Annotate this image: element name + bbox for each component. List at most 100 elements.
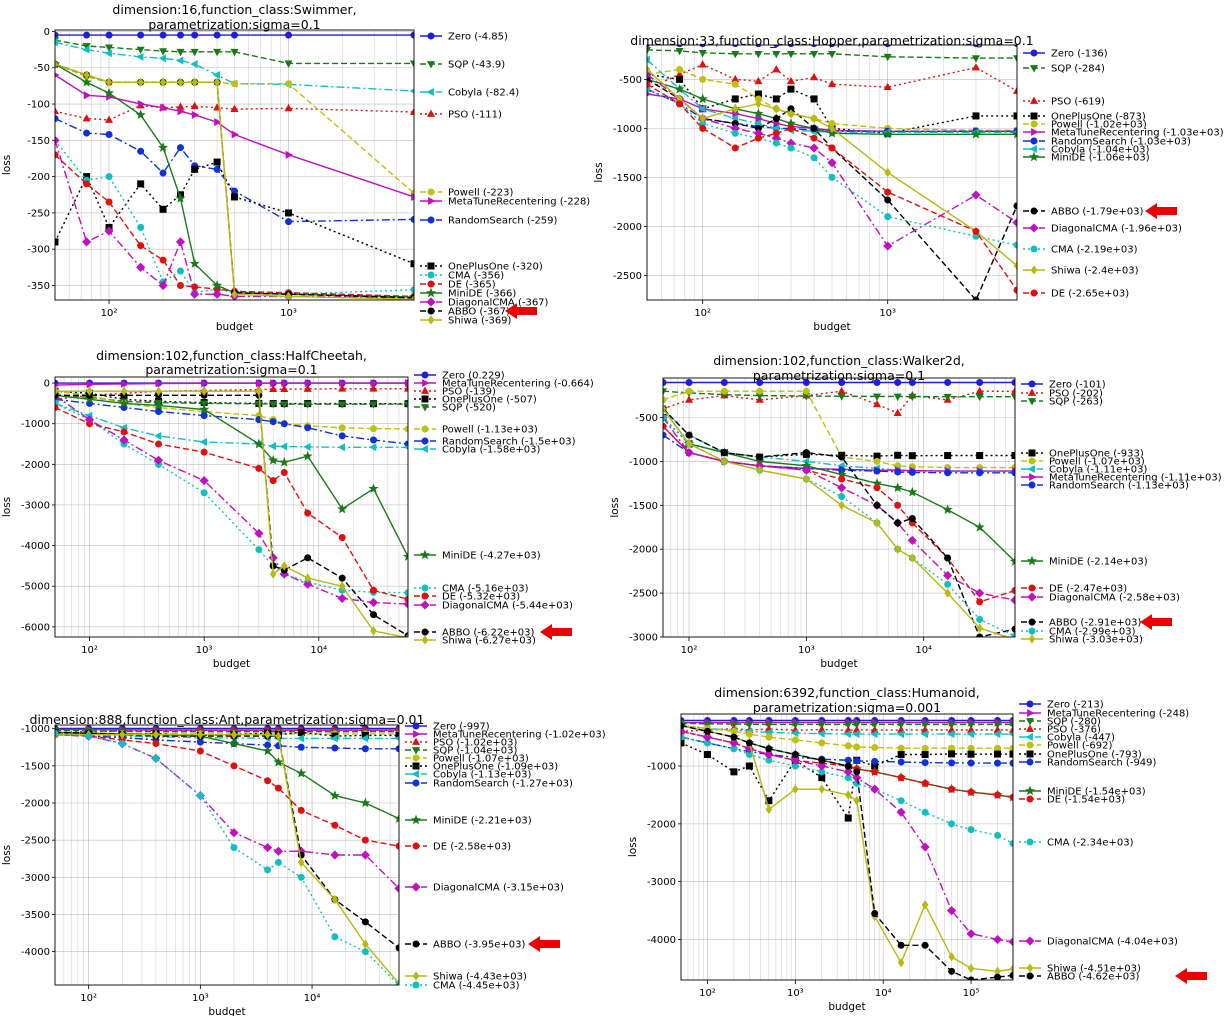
data-point-Shiwa bbox=[55, 386, 59, 396]
series-group bbox=[663, 378, 1015, 637]
data-point-Zero bbox=[894, 378, 902, 386]
x-tick-label: 10³ bbox=[798, 645, 815, 656]
series-line-MetaTuneRecentering bbox=[55, 382, 408, 386]
chart-title: dimension:16,function_class:Swimmer, bbox=[112, 2, 356, 17]
data-point-DE bbox=[976, 598, 984, 606]
legend: Zero (0.229)MetaTuneRecentering (-0.664)… bbox=[414, 371, 594, 647]
data-point-MetaTuneRecentering bbox=[304, 379, 313, 388]
data-point-PSO bbox=[1010, 386, 1015, 395]
data-point-PSO bbox=[284, 103, 293, 112]
data-point-RandomSearch bbox=[873, 467, 881, 475]
data-point-Shiwa bbox=[803, 474, 810, 484]
data-point-SQP bbox=[872, 393, 882, 401]
data-point-Shiwa bbox=[755, 99, 762, 109]
series-line-SQP bbox=[681, 722, 1013, 726]
data-point-MiniDE bbox=[228, 738, 239, 748]
data-point-CMA bbox=[176, 267, 184, 275]
data-point-CMA bbox=[921, 808, 929, 816]
data-point-RandomSearch bbox=[155, 408, 163, 416]
data-point-CMA bbox=[331, 933, 339, 941]
legend-label: Cobyla (-1.13e+03) bbox=[433, 770, 531, 781]
data-point-DiagonalCMA bbox=[104, 226, 114, 236]
data-point-ABBO bbox=[873, 501, 881, 509]
legend-marker-ABBO bbox=[1026, 972, 1034, 980]
plot-frame bbox=[680, 713, 1014, 981]
data-point-Zero bbox=[137, 31, 145, 39]
legend-label: Shiwa (-3.03e+03) bbox=[1049, 635, 1143, 646]
legend-marker-SQP bbox=[1029, 65, 1039, 73]
data-point-Shiwa bbox=[264, 729, 271, 740]
data-point-Shiwa bbox=[200, 386, 208, 396]
data-point-DE bbox=[967, 788, 975, 796]
data-point-DiagonalCMA bbox=[966, 929, 976, 939]
legend-label: SQP (-263) bbox=[1049, 397, 1103, 408]
data-point-ABBO bbox=[844, 762, 852, 770]
legend-marker-Shiwa bbox=[412, 971, 420, 981]
data-point-Cobyla bbox=[369, 443, 377, 452]
legend-marker-MiniDE bbox=[419, 549, 431, 560]
data-point-DiagonalCMA bbox=[153, 455, 164, 465]
legend-label: DiagonalCMA (-367) bbox=[448, 298, 549, 309]
data-point-Cobyla bbox=[647, 55, 650, 64]
panel-6: -1000 -2000 -3000 -4000 10² 10³ 10⁴ 10⁵ budget lo… bbox=[627, 685, 1207, 1013]
data-point-Shiwa bbox=[1009, 964, 1013, 974]
data-point-MiniDE bbox=[337, 503, 348, 514]
y-tick-label: -250 bbox=[27, 208, 50, 219]
data-point-Shiwa bbox=[721, 456, 728, 467]
data-point-DE bbox=[331, 821, 339, 829]
legend-marker-RandomSearch bbox=[1026, 758, 1034, 766]
series-line-DiagonalCMA bbox=[55, 140, 414, 299]
data-point-Zero bbox=[838, 378, 846, 386]
series-line-CMA bbox=[681, 736, 1013, 845]
data-point-RandomSearch bbox=[948, 759, 956, 767]
data-point-SQP bbox=[269, 401, 278, 409]
data-point-Shiwa bbox=[230, 729, 238, 740]
series-line-DE bbox=[663, 425, 1015, 603]
data-point-ABBO bbox=[994, 973, 1002, 980]
data-point-MetaTuneRecentering bbox=[55, 72, 60, 78]
panel-5: -1000 -1500 -2000 -2500 -3000 -3500 -4000 10² 10… bbox=[1, 712, 606, 1016]
data-point-DE bbox=[897, 774, 905, 782]
data-point-PSO bbox=[754, 76, 763, 85]
data-point-Powell bbox=[871, 744, 879, 752]
series-line-CMA bbox=[647, 88, 1017, 246]
data-point-ABBO bbox=[838, 453, 846, 461]
legend-marker-OnePlusOne bbox=[1026, 750, 1034, 758]
legend-marker-OnePlusOne bbox=[1028, 449, 1036, 457]
data-point-Powell bbox=[853, 743, 861, 751]
legend-label: DiagonalCMA (-4.04e+03) bbox=[1047, 937, 1178, 948]
legend-label: OnePlusOne (-1.09e+03) bbox=[433, 762, 558, 773]
data-point-Shiwa bbox=[197, 729, 204, 740]
data-point-SQP bbox=[971, 55, 980, 63]
data-point-DE bbox=[699, 124, 707, 132]
data-point-MiniDE bbox=[104, 87, 115, 98]
data-point-RandomSearch bbox=[83, 129, 91, 137]
data-point-SQP bbox=[893, 393, 902, 401]
data-point-MetaTuneRecentering bbox=[83, 91, 92, 100]
plot-frame bbox=[54, 376, 409, 638]
x-tick-label: 10² bbox=[694, 308, 711, 319]
series-line-PSO bbox=[55, 388, 408, 400]
legend-label: MiniDE (-2.14e+03) bbox=[1049, 557, 1148, 568]
data-point-Zero bbox=[802, 378, 810, 386]
legend-label: MetaTuneRecentering (-228) bbox=[448, 197, 590, 208]
data-point-PSO bbox=[698, 60, 707, 68]
legend-marker-Cobyla bbox=[426, 87, 434, 97]
panel-4: -500 -1000 -1500 -2000 -2500 -3000 10² 10³ 10⁴ bu… bbox=[609, 353, 1222, 670]
data-point-SQP bbox=[369, 401, 378, 409]
data-point-OnePlusOne bbox=[908, 452, 916, 460]
data-point-ABBO bbox=[685, 431, 693, 439]
legend-marker-PSO bbox=[411, 737, 421, 745]
data-point-MiniDE bbox=[892, 482, 903, 493]
data-point-SQP bbox=[230, 48, 239, 57]
data-point-SQP bbox=[200, 400, 209, 408]
data-point-OnePlusOne bbox=[730, 768, 738, 776]
data-point-Zero bbox=[773, 45, 780, 48]
data-point-SQP bbox=[1010, 393, 1015, 402]
data-point-SQP bbox=[105, 44, 114, 52]
data-point-PSO bbox=[883, 82, 892, 91]
series-line-Powell bbox=[55, 731, 399, 735]
data-point-DiagonalCMA bbox=[403, 599, 408, 609]
x-tick-label: 10² bbox=[101, 308, 118, 319]
data-point-OnePlusOne bbox=[972, 112, 980, 120]
